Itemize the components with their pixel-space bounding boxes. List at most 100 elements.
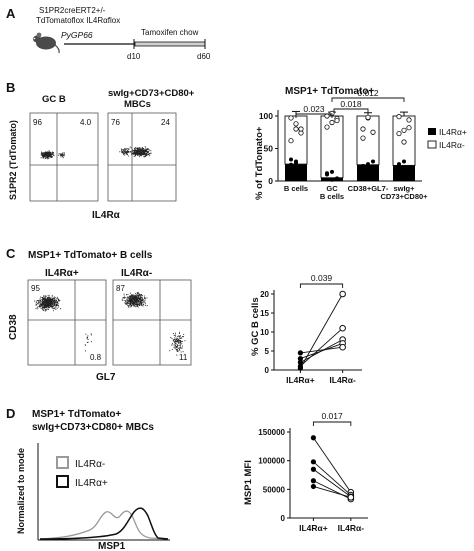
bar-positive: [285, 164, 307, 181]
flow-event: [174, 344, 177, 346]
flow-event: [36, 306, 38, 309]
flow-event: [51, 305, 54, 308]
flow-event: [127, 294, 129, 296]
flow-event: [40, 152, 42, 154]
bar-positive: [393, 165, 415, 181]
flow-event: [135, 294, 137, 296]
flow-event: [137, 149, 139, 151]
flow-event: [139, 296, 142, 298]
flow-event: [41, 153, 43, 155]
flow-event: [42, 296, 44, 299]
bar-category-label: CD73+CD80+: [380, 192, 428, 201]
flow-event: [55, 306, 57, 308]
flow-event: [61, 153, 63, 155]
flow-event: [178, 335, 180, 337]
flow-event: [141, 298, 143, 300]
flow-event: [58, 154, 60, 156]
paired-y-tick-label: 150000: [258, 428, 285, 437]
flow-event: [140, 155, 142, 157]
flow-b-title-1: GC B: [42, 94, 66, 105]
flow-event: [146, 151, 148, 153]
paired-point-positive: [310, 459, 316, 465]
panel-d-title-2: swIg+CD73+CD80+ MBCs: [32, 422, 154, 433]
flow-event: [147, 151, 149, 154]
flow-event: [172, 333, 174, 335]
panel-d-title-1: MSP1+ TdTomato+: [32, 409, 121, 420]
flow-event: [40, 308, 42, 310]
flow-event: [46, 299, 48, 301]
flow-event: [132, 295, 134, 297]
flow-event: [128, 306, 130, 308]
bar-category-label: B cells: [284, 184, 308, 193]
flow-event: [180, 337, 182, 339]
flow-event: [135, 298, 137, 300]
flow-event: [63, 153, 65, 155]
flow-b-plot-2: 76 24: [107, 112, 177, 202]
paired-y-tick-label: 50000: [263, 485, 286, 494]
flow-event: [46, 152, 48, 154]
flow-event: [178, 337, 181, 339]
flow-event: [129, 298, 131, 300]
flow-event: [138, 152, 140, 154]
flow-event: [142, 148, 144, 150]
flow-event: [40, 157, 42, 159]
flow-event: [128, 303, 130, 305]
flow-event: [87, 338, 89, 341]
flow-event: [41, 151, 43, 153]
flow-event: [171, 348, 173, 350]
flow-event: [125, 148, 127, 150]
flow-event: [137, 293, 139, 295]
flow-event: [47, 303, 49, 305]
flow-event: [122, 297, 124, 299]
flow-event: [42, 306, 44, 309]
flow-event: [134, 301, 136, 303]
flow-event: [138, 294, 140, 297]
flow-event: [86, 337, 89, 339]
flow-event: [135, 147, 137, 149]
flow-event: [123, 148, 125, 150]
flow-event: [58, 300, 60, 302]
hist-curve-positive: [39, 507, 169, 540]
flow-event: [47, 155, 49, 157]
flow-event: [54, 298, 56, 300]
flow-event: [130, 299, 132, 301]
flow-event: [141, 146, 143, 148]
timeline: [64, 39, 206, 49]
panel-d: D MSP1+ TdTomato+ swIg+CD73+CD80+ MBCs N…: [6, 406, 368, 551]
flow-event: [139, 294, 141, 296]
legend-swatch-negative: [427, 140, 437, 149]
flow-event: [125, 148, 127, 151]
flow-event: [46, 300, 48, 302]
flow-event: [126, 153, 128, 155]
flow-event: [142, 153, 144, 155]
paired-c-ylabel: % GC B cells: [250, 297, 261, 356]
flow-event: [48, 295, 50, 297]
flow-event: [130, 306, 132, 308]
flow-event: [132, 152, 134, 155]
flow-event: [131, 298, 134, 300]
flow-event: [55, 308, 57, 310]
bar-negative: [320, 115, 344, 179]
hist-curve-negative: [39, 510, 169, 540]
flow-event: [49, 302, 51, 304]
flow-event: [50, 299, 52, 301]
flow-event: [181, 335, 183, 338]
bar-category-label: GC: [326, 184, 338, 193]
flow-event: [45, 306, 47, 308]
flow-event: [41, 305, 44, 307]
flow-event: [172, 344, 174, 346]
flow-event: [134, 297, 136, 299]
flow-event: [48, 298, 50, 300]
flow-event: [37, 302, 39, 304]
flow-event: [140, 299, 142, 301]
flow-c2-q-tl: 87: [116, 284, 125, 293]
flow-event: [62, 154, 64, 156]
flow-event: [42, 309, 44, 311]
flow-event: [138, 147, 140, 149]
bar-point-positive: [407, 166, 411, 170]
paired-x-tick-label: IL4Rα+: [299, 523, 328, 533]
flow-event: [129, 297, 131, 299]
flow-event: [46, 154, 48, 156]
flow-event: [142, 299, 145, 301]
flow-event: [52, 300, 55, 303]
